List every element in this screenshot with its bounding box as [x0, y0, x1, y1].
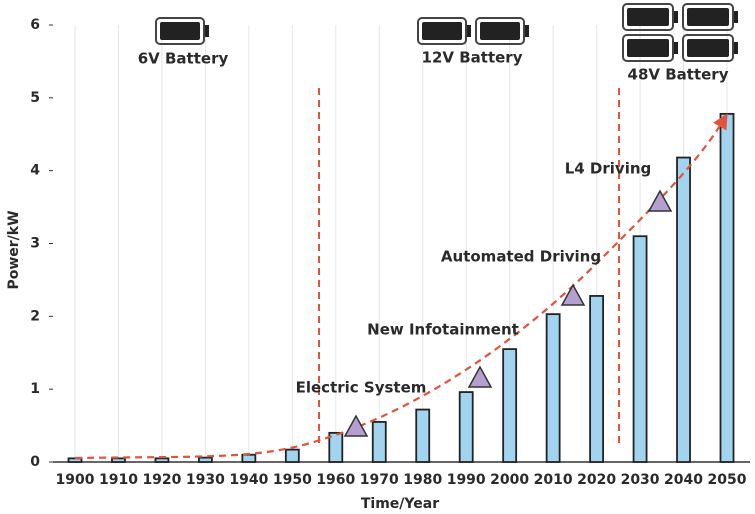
overlay: 6V Battery 12V Battery 48V Battery Elect… — [74, 3, 738, 460]
bar — [502, 348, 518, 463]
x-tick-label: 2050 — [708, 472, 747, 488]
milestone — [467, 365, 493, 388]
bar — [241, 453, 257, 463]
x-tick-label: 2000 — [490, 472, 529, 488]
milestone — [343, 414, 369, 437]
x-tick-label: 2040 — [664, 472, 703, 488]
bar — [371, 421, 387, 463]
x-tick-label: 2010 — [534, 472, 573, 488]
x-tick-label: 1980 — [403, 472, 442, 488]
bar — [545, 313, 561, 463]
y-tick-label: 3 — [30, 236, 40, 252]
x-tick-label: 1900 — [56, 472, 95, 488]
y-tick-label: 2 — [30, 308, 40, 324]
x-tick-label: 2030 — [621, 472, 660, 488]
annotation: L4 Driving — [565, 160, 652, 178]
bars — [67, 112, 735, 463]
battery-icons — [155, 3, 738, 62]
bar — [67, 457, 83, 463]
bar — [154, 457, 170, 463]
y-axis-label: Power/kW — [6, 210, 22, 289]
x-tick-label: 1990 — [447, 472, 486, 488]
bar — [197, 456, 213, 463]
bar — [458, 391, 474, 463]
trend-curve — [74, 113, 728, 460]
bar — [719, 112, 735, 463]
y-tick-label: 5 — [30, 90, 40, 106]
x-tick-label: 1950 — [273, 472, 312, 488]
milestone — [647, 189, 673, 212]
x-tick-label: 1930 — [186, 472, 225, 488]
bar — [328, 431, 344, 463]
x-tick-label: 1970 — [360, 472, 399, 488]
milestone — [560, 283, 586, 306]
bar — [284, 448, 300, 463]
x-tick-label: 2020 — [577, 472, 616, 488]
annotation: 6V Battery — [138, 50, 229, 68]
bar — [111, 457, 126, 463]
x-axis-label: Time/Year — [361, 496, 439, 512]
x-tick-label: 1910 — [99, 472, 138, 488]
annotation: 12V Battery — [422, 49, 523, 67]
bar — [415, 408, 431, 463]
bar — [676, 156, 691, 463]
y-tick-label: 4 — [30, 163, 40, 179]
annotation: Electric System — [296, 379, 427, 397]
bar — [589, 295, 604, 463]
annotation: New Infotainment — [367, 321, 519, 339]
y-tick-label: 1 — [30, 381, 40, 397]
y-tick-label: 6 — [30, 17, 40, 33]
x-tick-label: 1940 — [229, 472, 268, 488]
x-tick-label: 1960 — [316, 472, 355, 488]
annotation: 48V Battery — [628, 66, 729, 84]
annotation: Automated Driving — [441, 248, 601, 266]
bar — [632, 235, 648, 463]
y-tick-label: 0 — [30, 454, 40, 470]
x-tick-label: 1920 — [142, 472, 181, 488]
